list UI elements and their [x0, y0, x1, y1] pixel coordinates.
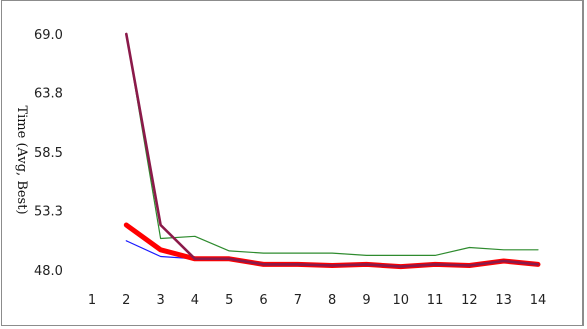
series-line-1	[125, 33, 539, 256]
y-tick-label: 53.3	[34, 204, 63, 219]
x-tick-label: 7	[294, 293, 302, 308]
x-tick-label: 13	[495, 293, 512, 308]
x-tick-label: 11	[427, 293, 444, 308]
y-tick-label: 48.0	[34, 264, 63, 279]
x-tick-label: 14	[530, 293, 547, 308]
x-tick-label: 9	[362, 293, 370, 308]
x-tick-label: 6	[259, 293, 267, 308]
y-axis-title: Time (Avg, Best)	[14, 105, 29, 214]
x-tick-label: 3	[156, 293, 164, 308]
x-tick-label: 5	[225, 293, 233, 308]
y-tick-label: 63.8	[34, 86, 63, 101]
series-line-4	[125, 32, 540, 268]
y-tick-label: 69.0	[34, 28, 63, 43]
x-tick-label: 8	[328, 293, 336, 308]
x-tick-label: 12	[461, 293, 478, 308]
x-tick-label: 2	[122, 293, 130, 308]
x-tick-labels: 1 2 3 4 5 6 7 8 9 10 11 12 13 14	[88, 293, 546, 308]
x-tick-label: 10	[392, 293, 409, 308]
x-tick-label: 4	[191, 293, 199, 308]
y-tick-label: 58.5	[34, 146, 63, 161]
y-tick-labels: 69.0 63.8 58.5 53.3 48.0	[34, 28, 63, 279]
series-lines	[123, 32, 541, 270]
x-tick-label: 1	[88, 293, 96, 308]
series-line-3	[123, 222, 541, 270]
